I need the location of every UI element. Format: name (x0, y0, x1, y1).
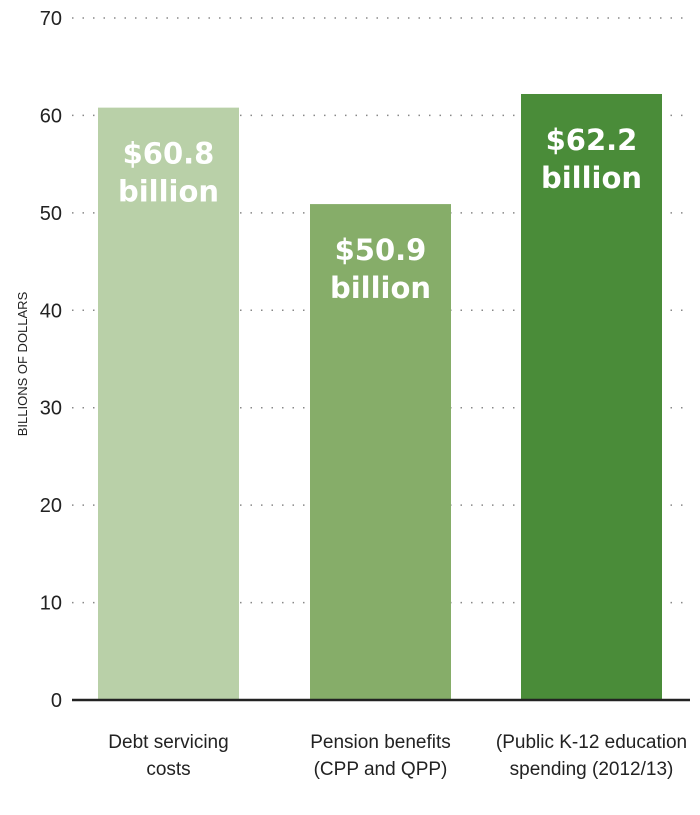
x-category-label: Debt servicing (108, 732, 228, 753)
bar (98, 107, 239, 701)
y-tick-label: 40 (40, 300, 62, 322)
bar (310, 204, 451, 701)
data-label: $62.2 (546, 123, 638, 157)
x-category-label: (CPP and QPP) (314, 759, 448, 780)
y-tick-label: 0 (51, 690, 62, 712)
x-category-label: costs (146, 759, 190, 780)
bar (521, 93, 662, 701)
y-tick-label: 50 (40, 203, 62, 225)
data-labels: $60.8 billion $50.9 billion $62.2 billion (118, 123, 642, 305)
y-tick-label: 60 (40, 105, 62, 127)
bars (98, 93, 662, 701)
y-tick-label: 30 (40, 398, 62, 420)
y-tick-label: 20 (40, 495, 62, 517)
data-label: billion (330, 271, 431, 305)
data-label: $60.8 (123, 137, 215, 171)
y-axis-ticks: 0 10 20 30 40 50 60 70 (40, 8, 62, 712)
x-axis-categories: Debt servicing costs Pension benefits (CPP … (108, 732, 687, 780)
x-category-label: (Public K-12 education (496, 732, 687, 753)
y-tick-label: 10 (40, 593, 62, 615)
x-category-label: spending (2012/13) (510, 759, 674, 780)
data-label: billion (118, 175, 219, 209)
y-tick-label: 70 (40, 8, 62, 30)
data-label: billion (541, 161, 642, 195)
x-category-label: Pension benefits (310, 732, 451, 753)
y-axis-label: BILLIONS OF DOLLARS (15, 291, 30, 436)
data-label: $50.9 (335, 233, 427, 267)
